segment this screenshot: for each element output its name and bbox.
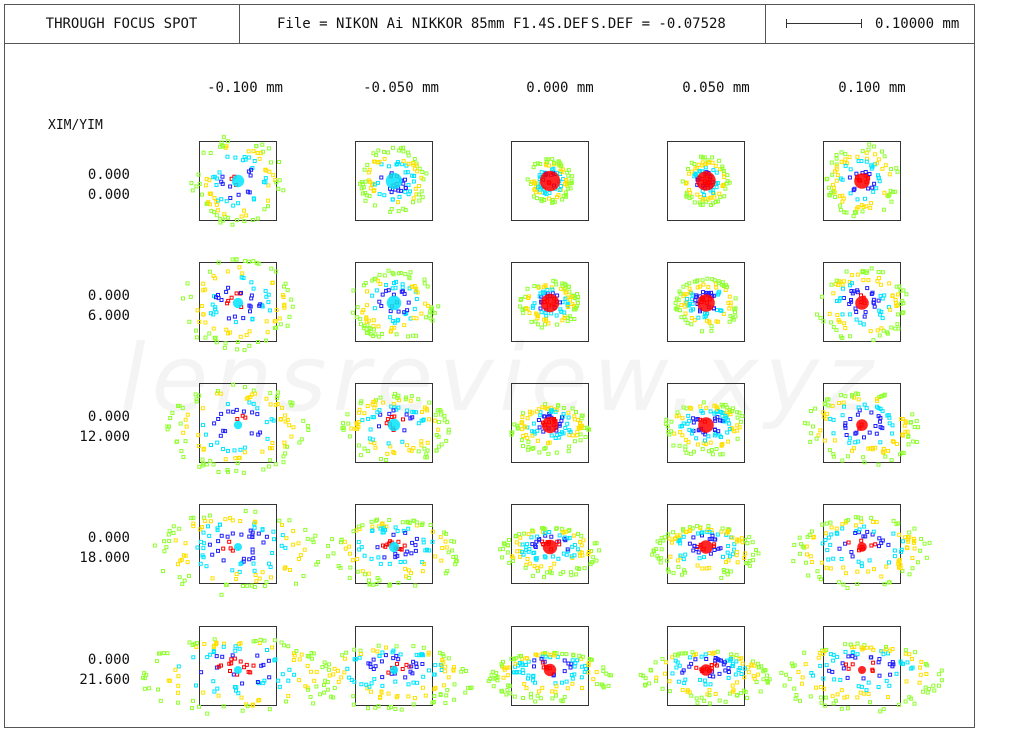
plot-title: THROUGH FOCUS SPOT (4, 4, 239, 44)
field-label: 0.000 18.000 (60, 528, 130, 568)
focus-shift-value: S.DEF = -0.07528 (591, 16, 726, 32)
file-info: File = NIKON Ai NIKKOR 85mm F1.4S.DEF S.… (240, 4, 765, 44)
field-label: 0.000 6.000 (60, 286, 130, 326)
field-y: 21.600 (79, 672, 130, 688)
spot-box (355, 383, 433, 463)
field-axis-label: XIM/YIM (48, 118, 103, 133)
scale-cell (766, 4, 975, 44)
spot-box (823, 626, 901, 706)
spot-box (355, 504, 433, 584)
field-label: 0.000 21.600 (60, 650, 130, 690)
spot-box (199, 626, 277, 706)
header-divider (239, 4, 240, 44)
field-label: 0.000 0.000 (60, 165, 130, 205)
spot-box (511, 626, 589, 706)
scale-bar-icon (786, 19, 862, 28)
field-y: 18.000 (79, 550, 130, 566)
spot-box (355, 262, 433, 342)
spot-box (823, 262, 901, 342)
defocus-label: -0.100 mm (207, 80, 283, 96)
spot-box (667, 383, 745, 463)
spot-box (667, 626, 745, 706)
defocus-label: 0.000 mm (526, 80, 594, 96)
defocus-label: -0.050 mm (363, 80, 439, 96)
scale-label: 0.10000 mm (875, 16, 960, 32)
field-y: 12.000 (79, 429, 130, 445)
spot-box (823, 141, 901, 221)
spot-box (511, 383, 589, 463)
spot-box (667, 504, 745, 584)
spot-box (511, 504, 589, 584)
spot-box (199, 141, 277, 221)
spot-box (511, 141, 589, 221)
spot-box (667, 141, 745, 221)
spot-box (823, 504, 901, 584)
spot-box (199, 504, 277, 584)
watermark: lensreview.xyz (120, 325, 880, 432)
field-label: 0.000 12.000 (60, 407, 130, 447)
field-x: 0.000 (87, 530, 130, 546)
plot-frame (4, 4, 975, 728)
header-divider (765, 4, 766, 44)
field-x: 0.000 (87, 167, 130, 183)
spot-box (355, 141, 433, 221)
field-y: 6.000 (87, 308, 130, 324)
defocus-label: 0.050 mm (682, 80, 750, 96)
field-x: 0.000 (87, 288, 130, 304)
spot-box (823, 383, 901, 463)
field-y: 0.000 (87, 187, 130, 203)
file-name: File = NIKON Ai NIKKOR 85mm F1.4S.DEF (277, 16, 589, 32)
spot-box (199, 262, 277, 342)
spot-box (511, 262, 589, 342)
spot-box (667, 262, 745, 342)
spot-box (199, 383, 277, 463)
field-x: 0.000 (87, 409, 130, 425)
field-x: 0.000 (87, 652, 130, 668)
defocus-label: 0.100 mm (838, 80, 906, 96)
spot-box (355, 626, 433, 706)
